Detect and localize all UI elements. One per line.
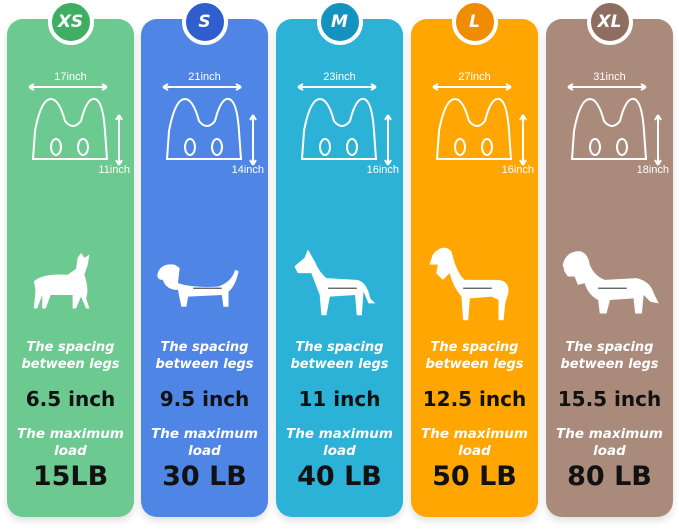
leg-spacing-value: 15.5 inch bbox=[557, 387, 662, 411]
large-dog-icon bbox=[429, 247, 509, 321]
size-card-l: L 27inch 16inch The spacing between legs… bbox=[411, 0, 538, 517]
leg-spacing-value: 11 inch bbox=[298, 387, 381, 411]
harness-width: 21inch bbox=[188, 71, 221, 83]
retriever-icon bbox=[562, 251, 659, 314]
harness-diagram-icon bbox=[567, 83, 662, 166]
leg-spacing-value: 12.5 inch bbox=[422, 387, 527, 411]
harness-width: 23inch bbox=[323, 71, 356, 83]
max-load-value: 40 LB bbox=[297, 461, 382, 492]
leg-spacing-label: The spacing between legs bbox=[21, 340, 120, 372]
size-card-m: M 23inch 16inch The spacing between legs… bbox=[276, 0, 403, 517]
max-load-label: The maximum load bbox=[421, 426, 528, 459]
max-load-label: The maximum load bbox=[17, 426, 124, 459]
harness-diagram-icon bbox=[432, 83, 527, 166]
leg-spacing-label: The spacing between legs bbox=[560, 340, 659, 372]
max-load-value: 80 LB bbox=[567, 461, 652, 492]
harness-height: 16inch bbox=[501, 164, 534, 176]
cat-icon bbox=[33, 252, 90, 309]
harness-diagram-icon bbox=[297, 83, 392, 166]
leg-spacing-label: The spacing between legs bbox=[290, 340, 389, 372]
leg-spacing-label: The spacing between legs bbox=[425, 340, 524, 372]
dachshund-icon bbox=[157, 264, 239, 307]
leg-spacing-label: The spacing between legs bbox=[155, 340, 254, 372]
size-badge: L bbox=[451, 0, 498, 45]
max-load-label: The maximum load bbox=[556, 426, 663, 459]
harness-width: 31inch bbox=[593, 71, 626, 83]
size-card-xl: XL 31inch 18inch The spacing between leg… bbox=[546, 0, 673, 517]
size-badge: XL bbox=[586, 0, 633, 45]
harness-width: 27inch bbox=[458, 71, 491, 83]
medium-dog-icon bbox=[294, 249, 376, 316]
leg-spacing-value: 6.5 inch bbox=[25, 387, 116, 411]
leg-spacing-value: 9.5 inch bbox=[159, 387, 250, 411]
size-card-s: S 21inch 14inch The spacing between legs… bbox=[141, 0, 268, 517]
max-load-label: The maximum load bbox=[151, 426, 258, 459]
harness-diagram-icon bbox=[162, 83, 257, 166]
harness-height: 11inch bbox=[98, 164, 130, 176]
size-badge: XS bbox=[47, 0, 94, 45]
harness-height: 18inch bbox=[636, 164, 669, 176]
size-badge: M bbox=[316, 0, 363, 45]
max-load-value: 50 LB bbox=[432, 461, 517, 492]
max-load-value: 30 LB bbox=[162, 461, 247, 492]
harness-diagram-icon bbox=[28, 83, 123, 166]
harness-width: 17inch bbox=[54, 71, 87, 83]
max-load-value: 15LB bbox=[32, 461, 109, 492]
size-badge: S bbox=[181, 0, 228, 45]
harness-height: 14inch bbox=[231, 164, 264, 176]
max-load-label: The maximum load bbox=[286, 426, 393, 459]
size-card-xs: XS 17inch 11inch The spacing between leg… bbox=[7, 0, 134, 517]
harness-height: 16inch bbox=[366, 164, 399, 176]
